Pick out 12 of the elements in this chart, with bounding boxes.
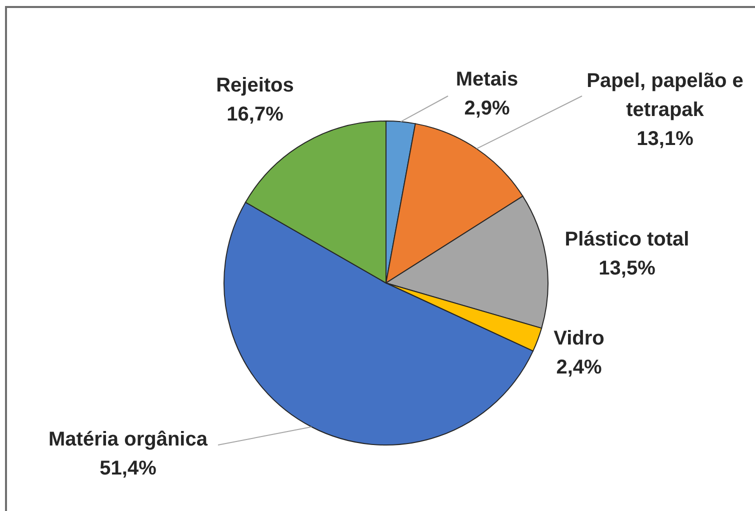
data-label: 16,7% bbox=[226, 104, 284, 126]
slice-label: Vidro bbox=[554, 328, 604, 350]
slice-label: Plástico total bbox=[564, 228, 690, 250]
slice-label: Matéria orgânica bbox=[48, 428, 208, 450]
data-label: 13,1% bbox=[636, 128, 694, 150]
data-label: 2,9% bbox=[464, 98, 510, 120]
data-label: 51,4% bbox=[100, 458, 157, 480]
slice-label: Papel, papelão e tetrapak bbox=[586, 70, 744, 121]
slice-label: Metais bbox=[456, 68, 518, 90]
data-label: 13,5% bbox=[598, 258, 656, 280]
slice-label: Rejeitos bbox=[216, 74, 294, 96]
data-label: 2,4% bbox=[556, 356, 602, 378]
